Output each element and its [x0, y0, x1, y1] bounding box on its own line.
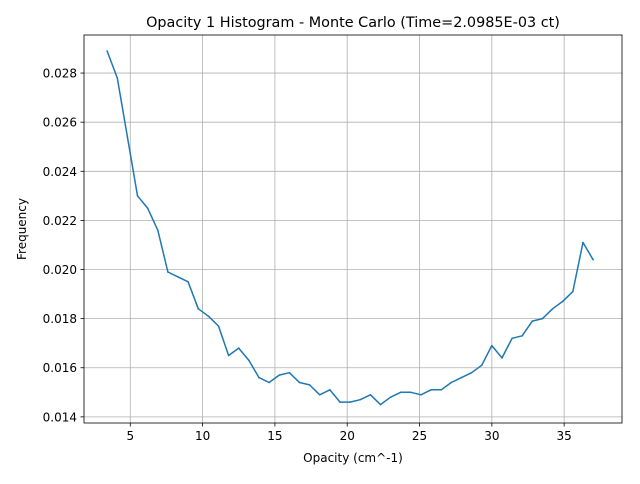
data-point [470, 371, 473, 374]
data-point [582, 241, 584, 244]
data-point [379, 403, 382, 406]
data-point [217, 325, 220, 327]
x-tick-label: 5 [126, 429, 134, 443]
data-point [167, 271, 169, 273]
grid [84, 35, 622, 423]
x-tick-label: 35 [557, 429, 572, 443]
data-point [339, 401, 341, 403]
data-point [146, 207, 149, 209]
y-tick-label: 0.026 [43, 116, 77, 130]
data-point [410, 391, 412, 394]
y-tick-label: 0.022 [43, 214, 77, 228]
data-point [592, 258, 594, 261]
data-point [511, 337, 513, 340]
data-point [258, 376, 260, 379]
data-point [369, 393, 372, 396]
y-axis-label: Frequency [15, 198, 29, 260]
data-point [207, 315, 210, 317]
data-point [248, 359, 250, 362]
data-point [349, 401, 351, 403]
y-tick-label: 0.024 [43, 165, 77, 179]
data-point [237, 347, 240, 349]
data-point [227, 354, 230, 357]
data-point [389, 396, 392, 399]
y-tick-label: 0.016 [43, 361, 77, 375]
data-point [551, 308, 554, 310]
data-point [531, 320, 534, 322]
data-point [197, 308, 200, 310]
x-tick-label: 10 [195, 429, 210, 443]
data-point [399, 391, 402, 394]
data-point [187, 280, 189, 283]
x-tick-label: 15 [267, 429, 282, 443]
data-point [288, 371, 291, 374]
data-point [420, 393, 422, 396]
data-point [116, 77, 119, 79]
plot-frame [83, 34, 623, 424]
data-point [308, 384, 311, 386]
data-point [541, 317, 544, 320]
data-point [491, 344, 493, 347]
x-tick-label: 30 [484, 429, 499, 443]
data-point [450, 381, 453, 384]
x-tick-label: 25 [412, 429, 427, 443]
y-tick-label: 0.020 [43, 263, 77, 277]
data-point [156, 229, 159, 232]
data-point [572, 290, 574, 293]
chart-title: Opacity 1 Histogram - Monte Carlo (Time=… [146, 15, 560, 31]
data-point [480, 364, 483, 367]
x-axis-label: Opacity (cm^-1) [303, 451, 403, 465]
data-point [106, 50, 108, 52]
data-point [521, 335, 524, 337]
y-tick-label: 0.014 [43, 410, 77, 424]
y-tick-label: 0.018 [43, 312, 77, 326]
data-point [440, 389, 443, 391]
data-point [268, 381, 270, 384]
data-point [318, 393, 321, 396]
data-point [460, 376, 463, 379]
data-point [136, 195, 139, 197]
data-point [126, 136, 129, 138]
y-axis-ticks: 0.014 0.016 0.018 0.020 0.022 0.024 0.026 0.028 [43, 67, 84, 424]
data-point [278, 374, 281, 376]
data-point [359, 398, 362, 401]
x-axis-ticks: 5 10 15 20 25 30 35 [126, 423, 572, 443]
data-point [430, 389, 432, 391]
data-point [329, 389, 331, 391]
data-point [177, 276, 179, 278]
data-point [501, 357, 503, 359]
data-point [561, 300, 564, 303]
x-tick-label: 20 [340, 429, 355, 443]
data-point [298, 381, 301, 384]
series-group [106, 50, 594, 406]
y-tick-label: 0.028 [43, 67, 77, 81]
